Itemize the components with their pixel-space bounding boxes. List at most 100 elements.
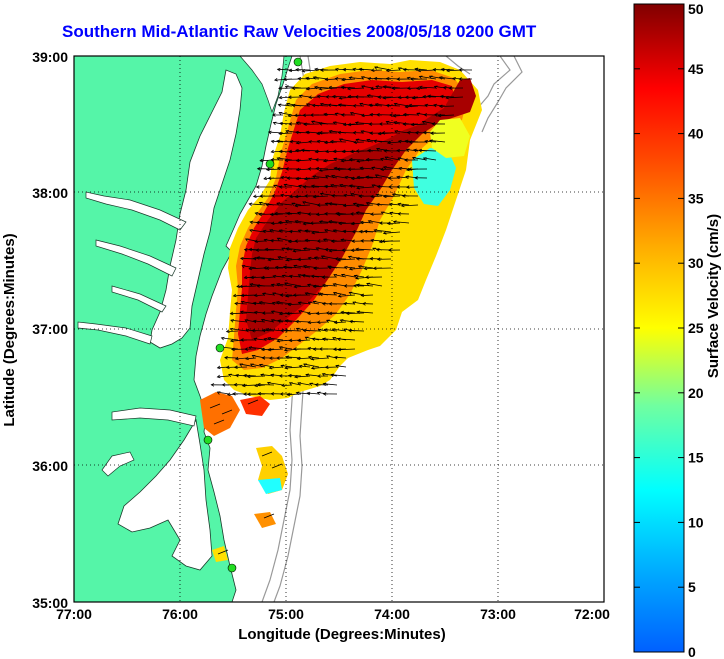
velocity-arrowhead	[365, 175, 370, 180]
velocity-arrow	[321, 255, 338, 260]
velocity-arrow	[328, 266, 347, 269]
velocity-arrow	[406, 149, 419, 152]
velocity-arrow	[360, 221, 374, 224]
velocity-arrowhead	[252, 319, 257, 324]
velocity-arrow	[319, 293, 338, 296]
velocity-arrowhead	[402, 112, 407, 117]
velocity-arrowhead	[277, 103, 282, 107]
velocity-arrowhead	[350, 248, 355, 253]
velocity-arrowhead	[210, 383, 215, 387]
velocity-arrowhead	[328, 311, 333, 316]
velocity-arrow	[376, 203, 392, 206]
velocity-arrow	[353, 68, 365, 71]
velocity-arrow	[433, 104, 446, 107]
velocity-arrowhead	[318, 86, 323, 91]
velocity-arrowhead	[356, 186, 360, 190]
velocity-arrowhead	[405, 175, 409, 179]
hf-radar-stations	[203, 57, 303, 573]
velocity-arrowhead	[270, 139, 275, 144]
velocity-arrowhead	[318, 131, 323, 135]
x-tick: 75:00	[268, 606, 304, 622]
velocity-arrowhead	[360, 239, 364, 243]
velocity-arrow	[267, 382, 284, 386]
velocity-arrowhead	[322, 392, 327, 396]
velocity-arrow	[315, 150, 329, 153]
velocity-arrow	[277, 157, 293, 161]
velocity-arrow	[338, 294, 356, 297]
velocity-arrowhead	[352, 67, 357, 72]
velocity-arrow	[337, 258, 356, 261]
velocity-arrowhead	[316, 391, 321, 396]
velocity-arrowhead	[340, 310, 344, 315]
velocity-arrowhead	[375, 202, 380, 207]
velocity-arrow	[306, 87, 320, 90]
velocity-arrow	[278, 221, 293, 224]
velocity-arrowhead	[418, 75, 423, 79]
velocity-arrowhead	[319, 292, 323, 297]
velocity-arrow	[371, 167, 383, 170]
velocity-arrowhead	[248, 247, 253, 252]
velocity-arrow	[298, 274, 311, 278]
velocity-arrowhead	[321, 302, 326, 306]
velocity-arrow	[281, 384, 293, 387]
velocity-arrowhead	[314, 67, 318, 72]
velocity-arrow	[387, 222, 401, 225]
velocity-arrowhead	[225, 329, 230, 334]
velocity-arrowhead	[248, 346, 253, 350]
velocity-arrowhead	[280, 193, 284, 198]
velocity-arrowhead	[377, 95, 381, 99]
velocity-arrowhead	[310, 184, 315, 189]
velocity-arrowhead	[333, 274, 338, 278]
velocity-arrowhead	[408, 103, 413, 108]
velocity-arrow	[267, 337, 284, 341]
velocity-arrow	[335, 365, 347, 368]
velocity-arrowhead	[270, 283, 275, 288]
velocity-arrowhead	[381, 239, 386, 243]
velocity-arrowhead	[293, 113, 298, 118]
velocity-arrow	[276, 140, 293, 143]
velocity-arrowhead	[273, 184, 277, 188]
velocity-arrowhead	[431, 122, 436, 126]
velocity-arrowhead	[245, 328, 250, 333]
velocity-arrowhead	[311, 103, 316, 108]
velocity-arrowhead	[312, 175, 317, 179]
velocity-arrowhead	[388, 113, 393, 117]
velocity-arrow	[356, 139, 374, 143]
station-marker	[227, 563, 237, 573]
velocity-arrowhead	[293, 347, 297, 351]
velocity-arrowhead	[231, 347, 235, 352]
velocity-arrow	[323, 383, 338, 386]
velocity-arrowhead	[371, 166, 375, 171]
velocity-arrowhead	[440, 67, 445, 72]
velocity-arrow	[274, 213, 293, 215]
velocity-arrowhead	[446, 68, 450, 73]
albemarle-sound	[111, 407, 197, 427]
velocity-arrowhead	[410, 122, 415, 127]
velocity-arrow	[324, 141, 338, 144]
velocity-arrowhead	[367, 220, 372, 224]
velocity-arrowhead	[277, 220, 282, 225]
velocity-arrowhead	[282, 265, 287, 269]
velocity-arrowhead	[320, 255, 325, 259]
velocity-arrow	[349, 320, 365, 323]
velocity-arrow	[393, 114, 410, 117]
velocity-arrow	[221, 337, 239, 341]
velocity-arrowhead	[439, 94, 444, 99]
velocity-arrow	[429, 140, 446, 143]
velocity-arrowhead	[356, 175, 361, 180]
velocity-arrow	[354, 275, 365, 278]
velocity-arrowhead	[302, 185, 307, 189]
velocity-arrow	[305, 374, 320, 377]
velocity-arrow	[279, 346, 293, 350]
velocity-arrow	[330, 374, 347, 377]
velocity-arrowhead	[386, 140, 391, 145]
velocity-arrowhead	[239, 284, 243, 289]
velocity-arrow	[254, 338, 266, 341]
velocity-arrowhead	[350, 149, 354, 154]
velocity-arrowhead	[311, 230, 315, 235]
velocity-arrowhead	[307, 212, 311, 216]
velocity-arrow	[292, 104, 311, 107]
velocity-arrow	[209, 403, 221, 409]
velocity-arrow	[349, 77, 365, 80]
